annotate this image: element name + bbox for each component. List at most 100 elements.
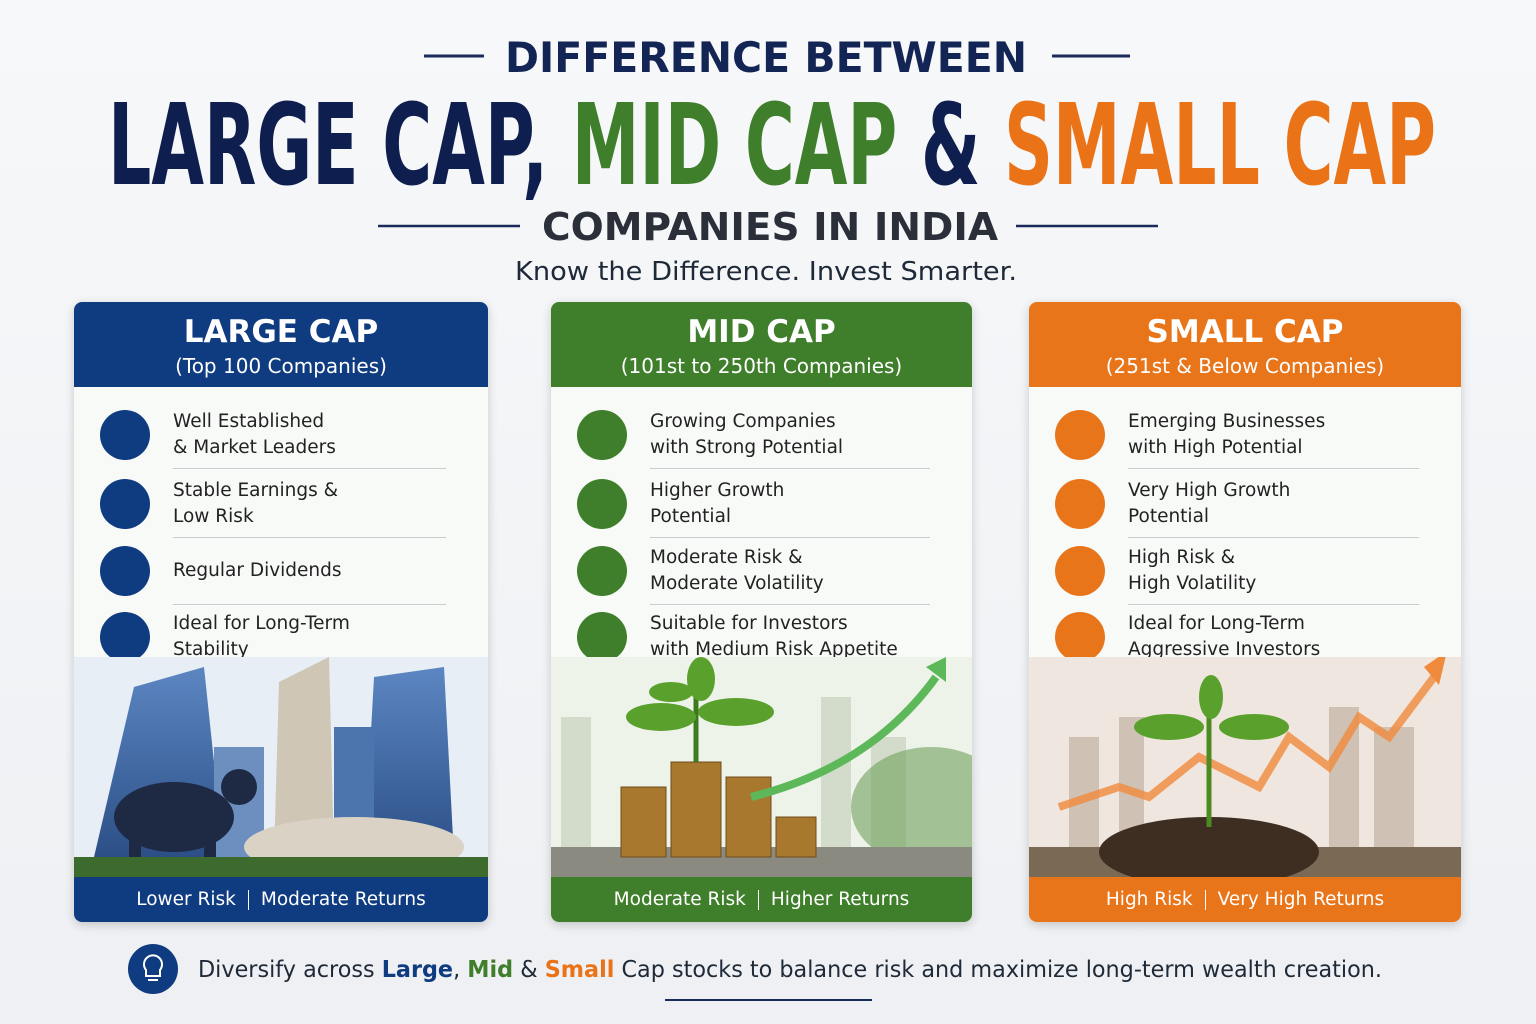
title-large: LARGE CAP, (108, 81, 548, 211)
feature-icon (1055, 546, 1105, 596)
separator (650, 468, 930, 469)
note-lead: Diversify across (198, 957, 375, 983)
feature-line: with High Potential (1128, 437, 1303, 458)
feature-line: Very High Growth (1128, 480, 1291, 501)
feature-line: High Risk & (1128, 547, 1236, 568)
feature-line: Ideal for Long-Term (173, 613, 350, 634)
bulb-glyph (143, 954, 163, 981)
feature-icon (100, 612, 150, 662)
risk-label: Moderate Risk (613, 889, 746, 910)
card: LARGE CAP (Top 100 Companies) Well Establi… (74, 302, 488, 922)
feature-row: Regular Dividends (74, 541, 488, 605)
feature-icon (577, 546, 627, 596)
feature-line: Low Risk (173, 506, 254, 527)
card-footer: Moderate Risk Higher Returns (551, 877, 972, 922)
illustration (1029, 657, 1461, 877)
separator (1128, 537, 1419, 538)
feature-text: Very High Growth Potential (1128, 478, 1290, 530)
card: MID CAP (101st to 250th Companies) Growing… (551, 302, 972, 922)
risk-label: Lower Risk (136, 889, 236, 910)
feature-row: Higher Growth Potential (551, 474, 972, 538)
separator (173, 468, 446, 469)
feature-row: Suitable for Investors with Medium Risk A… (551, 607, 972, 667)
feature-line: Higher Growth (650, 480, 785, 501)
card-subtitle: (101st to 250th Companies) (620, 354, 903, 378)
card-subtitle: (251st & Below Companies) (1105, 354, 1385, 378)
note-mid: Mid (467, 957, 513, 983)
feature-row: Moderate Risk & Moderate Volatility (551, 541, 972, 605)
card-header: MID CAP (101st to 250th Companies) (551, 302, 972, 387)
illustration (74, 657, 488, 877)
feature-icon (1055, 410, 1105, 460)
feature-icon (100, 410, 150, 460)
card-title: SMALL CAP (1146, 314, 1344, 350)
feature-line: Regular Dividends (173, 560, 342, 581)
feature-text: Stable Earnings & Low Risk (173, 478, 338, 530)
feature-text: Higher Growth Potential (650, 478, 784, 530)
subtitle: COMPANIES IN INDIA (542, 205, 999, 249)
feature-line: & Market Leaders (173, 437, 336, 458)
feature-row: High Risk & High Volatility (1029, 541, 1461, 605)
feature-line: High Volatility (1128, 573, 1257, 594)
feature-row: Well Established & Market Leaders (74, 405, 488, 469)
feature-line: with Medium Risk Appetite (650, 639, 898, 660)
tagline: Know the Difference. Invest Smarter. (515, 257, 1017, 287)
feature-line: with Strong Potential (650, 437, 844, 458)
feature-text: Ideal for Long-Term Stability (173, 611, 350, 663)
feature-row: Ideal for Long-Term Aggressive Investors (1029, 607, 1461, 667)
feature-icon (577, 612, 627, 662)
card-title: MID CAP (687, 314, 836, 350)
feature-row: Very High Growth Potential (1029, 474, 1461, 538)
separator (173, 537, 446, 538)
note-text: Diversify across Large, Mid & Small Cap … (198, 957, 1382, 983)
feature-line: Well Established (173, 411, 325, 432)
feature-line: Stable Earnings & (173, 480, 339, 501)
feature-line: Growing Companies (650, 411, 836, 432)
main-title: LARGE CAP, MID CAP & SMALL CAP (108, 81, 1436, 211)
return-label: Higher Returns (770, 889, 910, 910)
separator (650, 537, 930, 538)
feature-icon (1055, 612, 1105, 662)
feature-icon (1055, 479, 1105, 529)
feature-text: Growing Companies with Strong Potential (650, 409, 843, 461)
note-rest: Cap stocks to balance risk and maximize … (621, 957, 1382, 983)
title-small: SMALL CAP (1004, 81, 1436, 211)
return-label: Very High Returns (1217, 889, 1385, 910)
illustration (551, 657, 972, 877)
note-small: Small (545, 957, 615, 983)
header: DIFFERENCE BETWEEN LARGE CAP, MID CAP & … (108, 33, 1436, 287)
feature-line: Emerging Businesses (1128, 411, 1326, 432)
feature-icon (577, 479, 627, 529)
feature-text: Moderate Risk & Moderate Volatility (650, 545, 824, 597)
card-footer: High Risk Very High Returns (1029, 877, 1461, 922)
feature-line: Potential (650, 506, 732, 527)
feature-row: Growing Companies with Strong Potential (551, 405, 972, 469)
feature-text: Regular Dividends (173, 558, 342, 584)
feature-line: Potential (1128, 506, 1210, 527)
feature-icon (577, 410, 627, 460)
separator (650, 604, 930, 605)
footer-note: Diversify across Large, Mid & Small Cap … (128, 944, 1382, 1001)
feature-icon (100, 546, 150, 596)
feature-line: Stability (173, 639, 249, 660)
title-mid: MID CAP (572, 81, 898, 211)
title-amp: & (921, 81, 980, 211)
feature-line: Ideal for Long-Term (1128, 613, 1305, 634)
feature-row: Emerging Businesses with High Potential (1029, 405, 1461, 469)
separator (173, 604, 446, 605)
feature-line: Suitable for Investors (650, 613, 848, 634)
bulb-icon (128, 944, 178, 994)
feature-row: Ideal for Long-Term Stability (74, 607, 488, 667)
separator (1128, 468, 1419, 469)
feature-text: Emerging Businesses with High Potential (1128, 409, 1325, 461)
note-comma: , (453, 957, 460, 983)
card-subtitle: (Top 100 Companies) (175, 354, 387, 378)
card-footer: Lower Risk Moderate Returns (74, 877, 488, 922)
note-large: Large (382, 957, 453, 983)
feature-text: High Risk & High Volatility (1128, 545, 1256, 597)
divider (1204, 889, 1206, 910)
separator (1128, 604, 1419, 605)
card-header: LARGE CAP (Top 100 Companies) (74, 302, 488, 387)
divider (247, 889, 249, 910)
